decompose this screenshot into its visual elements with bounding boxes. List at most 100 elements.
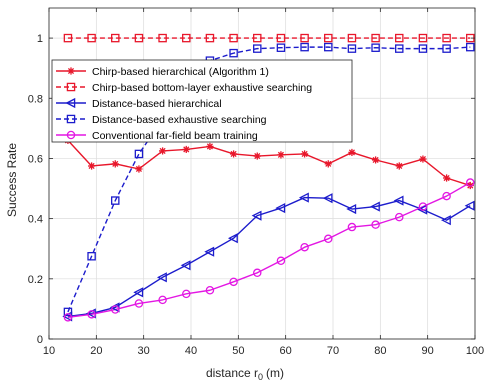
data-point-s1 (230, 150, 238, 158)
data-point-s4 (134, 149, 144, 159)
legend-entry-4: Distance-based exhaustive searching (92, 114, 267, 126)
x-axis-label-text: distance r (206, 366, 258, 380)
data-point-s5 (87, 310, 96, 319)
legend-marker-5 (66, 130, 76, 140)
x-axis-label: distance r0 (m) (206, 366, 284, 382)
data-point-s3 (251, 210, 262, 221)
data-point-s1 (206, 142, 214, 151)
data-point-s4 (466, 42, 475, 52)
x-tick-label: 40 (185, 345, 197, 357)
data-point-s3 (393, 195, 404, 206)
data-point-s5 (158, 295, 167, 305)
data-point-s1 (443, 174, 451, 182)
data-point-s4 (276, 43, 286, 52)
data-point-s1 (159, 147, 167, 155)
x-tick-label: 30 (138, 345, 150, 357)
data-point-s3 (440, 215, 451, 226)
data-point-s4 (418, 44, 428, 53)
y-axis-label: Success Rate (5, 143, 19, 217)
series-line-1 (67, 139, 471, 187)
x-axis-label-unit: (m) (266, 366, 284, 380)
data-point-s1 (277, 151, 285, 159)
data-point-s4 (371, 43, 380, 52)
legend-marker-2 (66, 82, 76, 92)
data-point-s5 (276, 256, 286, 266)
data-point-s2 (111, 33, 120, 43)
data-point-s5 (395, 212, 404, 222)
data-point-s4 (63, 307, 73, 317)
x-tick-label: 70 (327, 345, 339, 357)
data-point-s2 (371, 33, 380, 43)
legend-entry-1: Chirp-based hierarchical (Algorithm 1) (92, 66, 269, 78)
data-point-s3 (227, 233, 238, 244)
data-point-s1 (135, 165, 143, 173)
data-point-s2 (134, 33, 144, 43)
series-lines (67, 37, 471, 319)
data-point-s5 (442, 191, 451, 201)
data-point-s5 (253, 268, 262, 278)
data-point-s4 (324, 42, 333, 52)
data-point-s3 (346, 203, 357, 215)
x-axis-label-subscript: 0 (258, 372, 263, 382)
data-point-s5 (205, 286, 215, 295)
x-tick-label: 90 (422, 345, 434, 357)
x-tick-label: 20 (90, 345, 102, 357)
data-point-s2 (229, 33, 238, 43)
data-point-s1 (395, 162, 403, 170)
plot-area (49, 8, 475, 339)
data-point-s5 (418, 202, 428, 211)
x-tick-label: 100 (466, 345, 484, 357)
data-point-s2 (63, 33, 73, 43)
data-point-s5 (300, 242, 309, 252)
data-point-s2 (182, 33, 191, 43)
series-line-4 (67, 46, 471, 313)
x-tick-labels: 10 20 30 40 50 60 70 80 90 100 (43, 345, 484, 357)
data-point-s4 (111, 196, 120, 205)
data-point-s2 (87, 33, 96, 43)
data-point-s2 (324, 33, 333, 43)
x-tick-label: 60 (280, 345, 292, 357)
y-tick-label: 0.8 (28, 93, 43, 105)
x-tick-label: 10 (43, 345, 55, 357)
data-point-s3 (298, 192, 309, 203)
y-tick-label: 0.4 (28, 214, 43, 226)
series-markers (62, 33, 475, 322)
data-point-s3 (275, 203, 286, 214)
data-point-s4 (229, 48, 238, 58)
plot-frame (48, 7, 476, 340)
legend-box (51, 59, 353, 143)
data-point-s3 (180, 260, 191, 271)
data-point-s3 (204, 246, 215, 257)
data-point-s5 (229, 277, 238, 287)
data-point-s1 (372, 156, 380, 164)
y-tick-label: 0 (37, 334, 43, 346)
data-point-s1 (111, 160, 119, 168)
data-point-s3 (464, 200, 475, 211)
data-point-s1 (182, 145, 190, 154)
data-point-s2 (253, 33, 262, 43)
data-point-s5 (63, 313, 73, 322)
data-point-s2 (395, 33, 404, 43)
axis-ticks (48, 8, 476, 340)
legend: Chirp-based hierarchical (Algorithm 1) Ch… (51, 59, 353, 143)
data-point-s4 (300, 42, 309, 52)
data-point-s1 (419, 155, 427, 163)
data-point-s5 (134, 299, 144, 308)
data-point-s4 (347, 44, 357, 53)
y-tick-label: 1 (37, 33, 43, 45)
data-point-s3 (369, 201, 380, 212)
data-point-s5 (466, 178, 475, 187)
data-point-s1 (301, 150, 309, 158)
data-point-s3 (133, 287, 144, 298)
data-point-s2 (276, 33, 286, 43)
x-tick-label: 50 (232, 345, 244, 357)
data-point-s2 (300, 33, 309, 43)
data-point-s2 (442, 33, 451, 43)
data-point-s2 (205, 33, 215, 43)
data-point-s1 (348, 148, 356, 157)
data-point-s3 (322, 193, 333, 204)
data-point-s4 (442, 44, 451, 53)
data-point-s2 (418, 33, 428, 43)
data-point-s4 (253, 44, 262, 53)
